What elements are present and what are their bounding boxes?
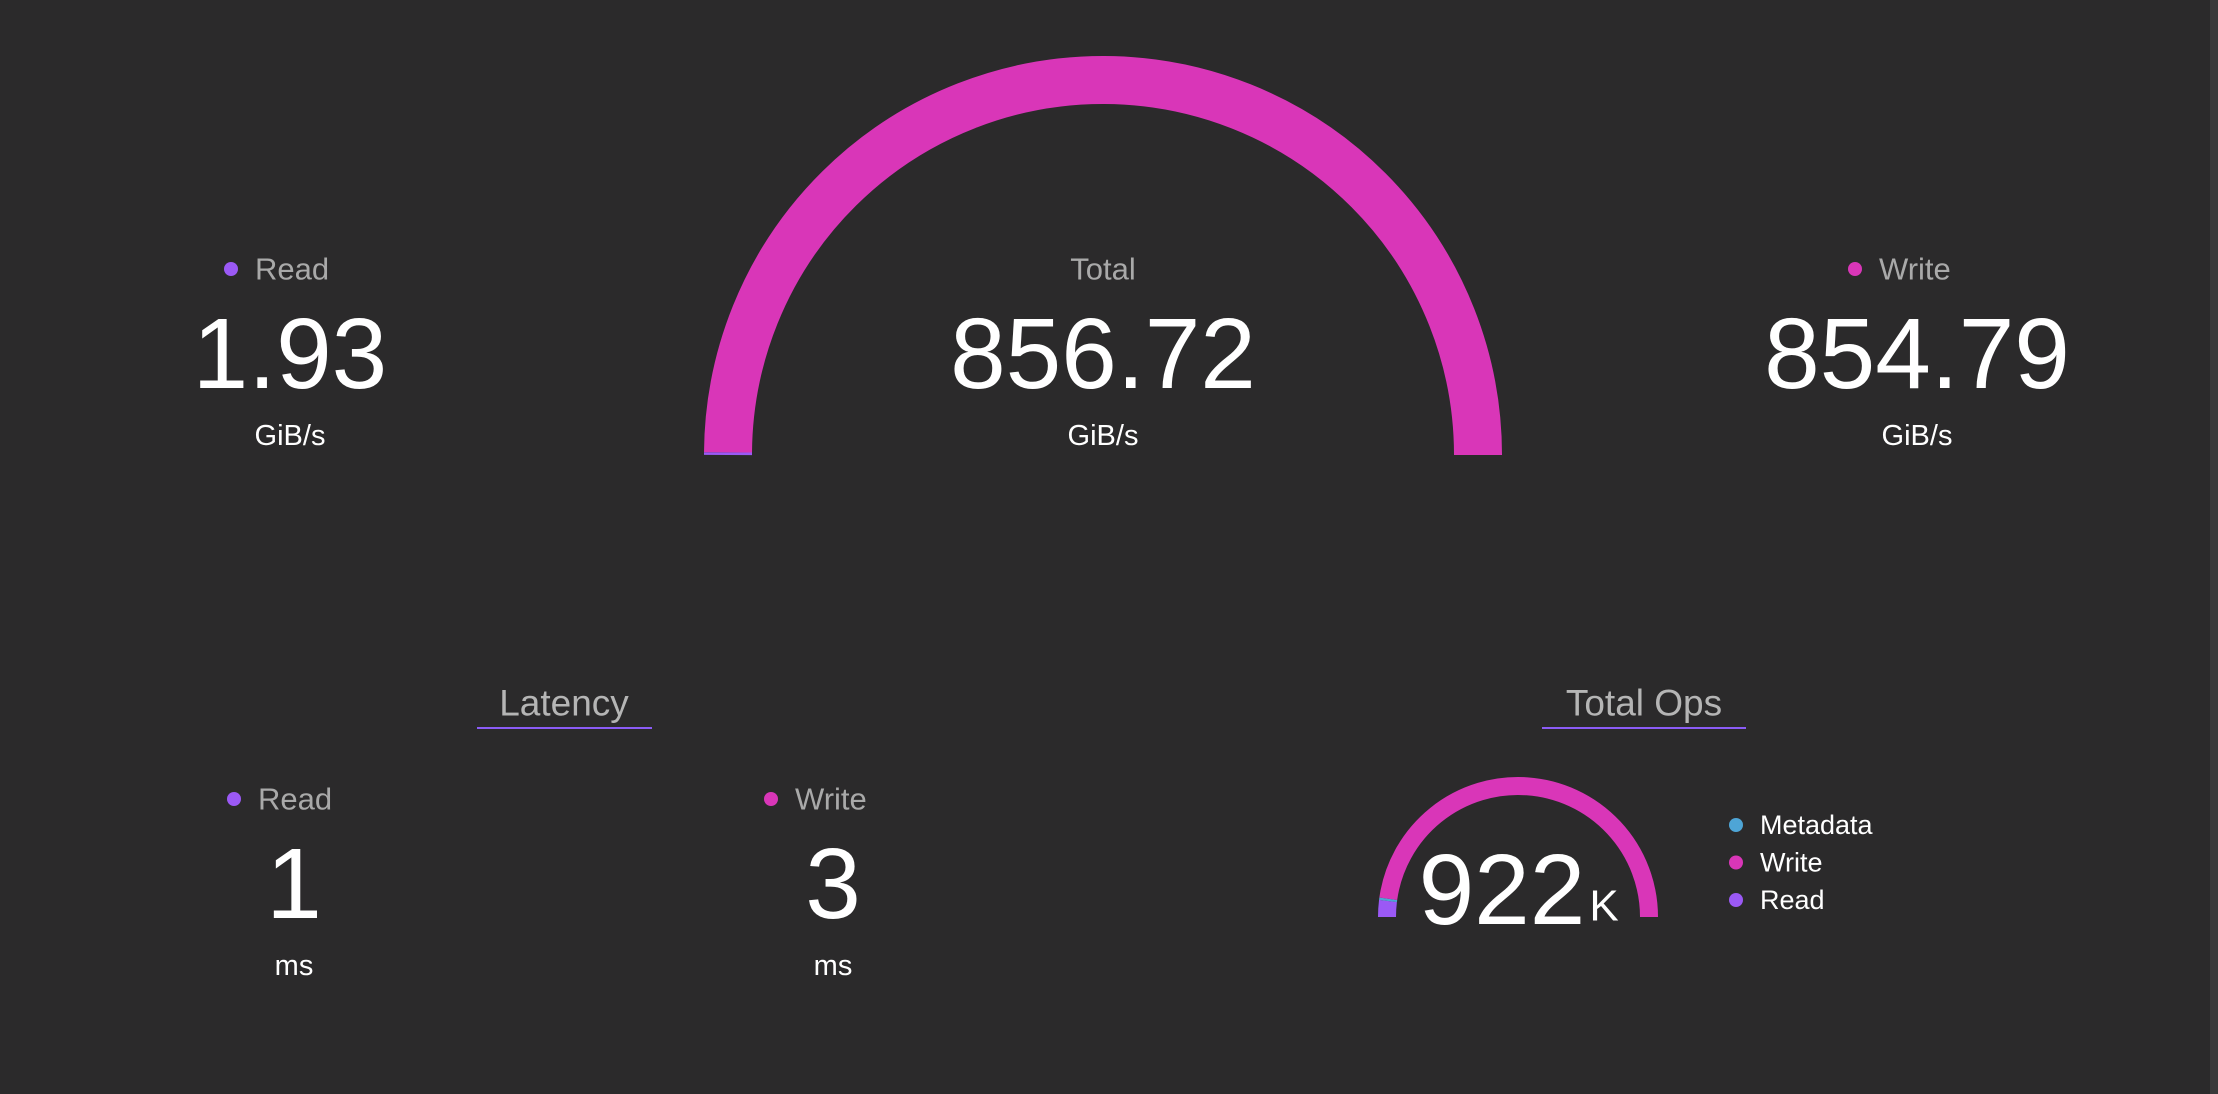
unit: ms: [814, 950, 853, 982]
gauge-segment: [1377, 899, 1397, 918]
read-dot: [227, 792, 241, 806]
section-title: Total Ops: [1566, 683, 1722, 724]
unit: K: [1589, 882, 1618, 931]
write-dot: [1848, 262, 1862, 276]
section-title: Latency: [499, 683, 629, 724]
value: 854.79: [1764, 298, 2070, 410]
value: 856.72: [950, 298, 1256, 410]
legend-label: Write: [1760, 848, 1823, 878]
unit: ms: [275, 950, 314, 982]
legend-label: Metadata: [1760, 810, 1874, 840]
label: Total: [1070, 252, 1135, 287]
ops-gauge: [1377, 777, 1658, 918]
unit: GiB/s: [1068, 420, 1139, 452]
label: Write: [1879, 252, 1951, 287]
legend-dot: [1729, 893, 1743, 907]
write-dot: [764, 792, 778, 806]
label: Read: [255, 252, 329, 287]
edge: [2210, 0, 2218, 1094]
unit: GiB/s: [1882, 420, 1953, 452]
value: 1: [266, 828, 322, 940]
label: Read: [258, 782, 332, 817]
value: 3: [805, 828, 861, 940]
value: 1.93: [193, 298, 388, 410]
read-dot: [224, 262, 238, 276]
gauge-segment: [1379, 777, 1658, 918]
legend-dot: [1729, 855, 1743, 870]
value: 922: [1419, 834, 1586, 946]
legend-dot: [1729, 818, 1743, 832]
label: Write: [795, 782, 867, 817]
legend-label: Read: [1760, 885, 1825, 915]
throughput-gauge: [703, 56, 1502, 456]
gauge-segment: [704, 56, 1502, 456]
unit: GiB/s: [255, 420, 326, 452]
